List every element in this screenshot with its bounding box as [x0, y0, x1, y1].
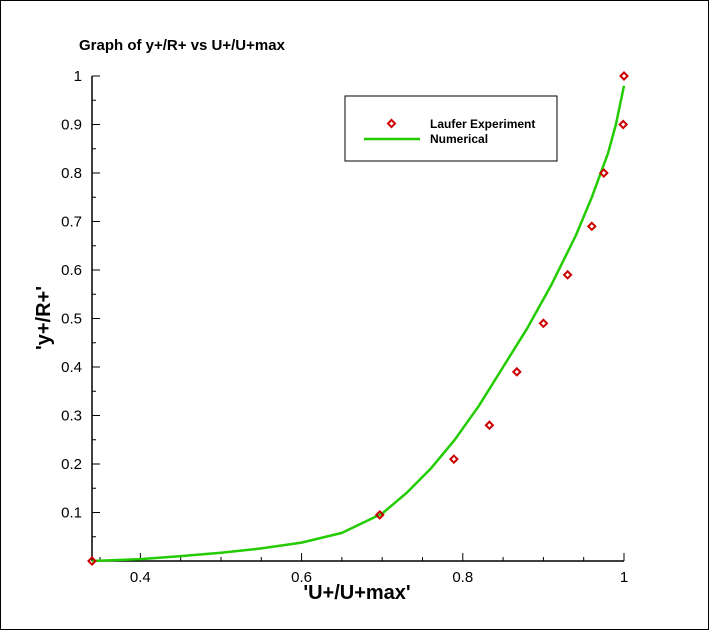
y-tick-label: 0.8 [61, 165, 82, 182]
laufer-experiment-series [87, 71, 629, 566]
laufer-data-point [586, 221, 597, 232]
y-tick-label: 0.4 [61, 359, 82, 376]
laufer-data-point [484, 420, 495, 431]
legend-label-laufer: Laufer Experiment [430, 117, 535, 131]
legend-box [344, 95, 558, 162]
laufer-data-point [374, 509, 385, 520]
laufer-data-point [562, 269, 573, 280]
y-tick-label: 0.3 [61, 408, 82, 425]
y-tick-label: 0.1 [61, 505, 82, 522]
chart-title: Graph of y+/R+ vs U+/U+max [79, 37, 286, 54]
x-tick-label: 0.6 [291, 569, 312, 586]
x-tick-label: 0.8 [452, 569, 473, 586]
x-axis-label: 'U+/U+max' [303, 582, 410, 604]
y-tick-label: 0.6 [61, 262, 82, 279]
legend-label-numerical: Numerical [430, 132, 488, 146]
x-tick-label: 0.4 [130, 569, 151, 586]
laufer-data-point [87, 556, 97, 566]
laufer-data-point [618, 119, 629, 130]
numerical-series [91, 85, 626, 563]
y-tick-label: 0.7 [61, 214, 82, 231]
laufer-data-point [511, 366, 522, 377]
laufer-data-point [619, 71, 629, 81]
legend-marker-laufer [386, 118, 397, 129]
y-tick-label: 0.9 [61, 117, 82, 134]
y-axis-label: 'y+/R+' [33, 286, 55, 350]
legend: Laufer Experiment Numerical [344, 95, 558, 162]
laufer-data-point [448, 454, 459, 465]
x-tick-label: 1 [620, 569, 628, 586]
axes: 0.4 0.6 0.8 1 0.1 0.2 0.3 0.4 0.5 0.6 0.7 0.8 0.9 1 [61, 68, 628, 586]
y-tick-label: 0.2 [61, 456, 82, 473]
laufer-data-point [598, 168, 609, 178]
numerical-line [91, 85, 626, 563]
y-tick-label: 0.5 [61, 311, 82, 328]
laufer-data-point [538, 318, 549, 329]
y-tick-label: 1 [74, 68, 82, 85]
